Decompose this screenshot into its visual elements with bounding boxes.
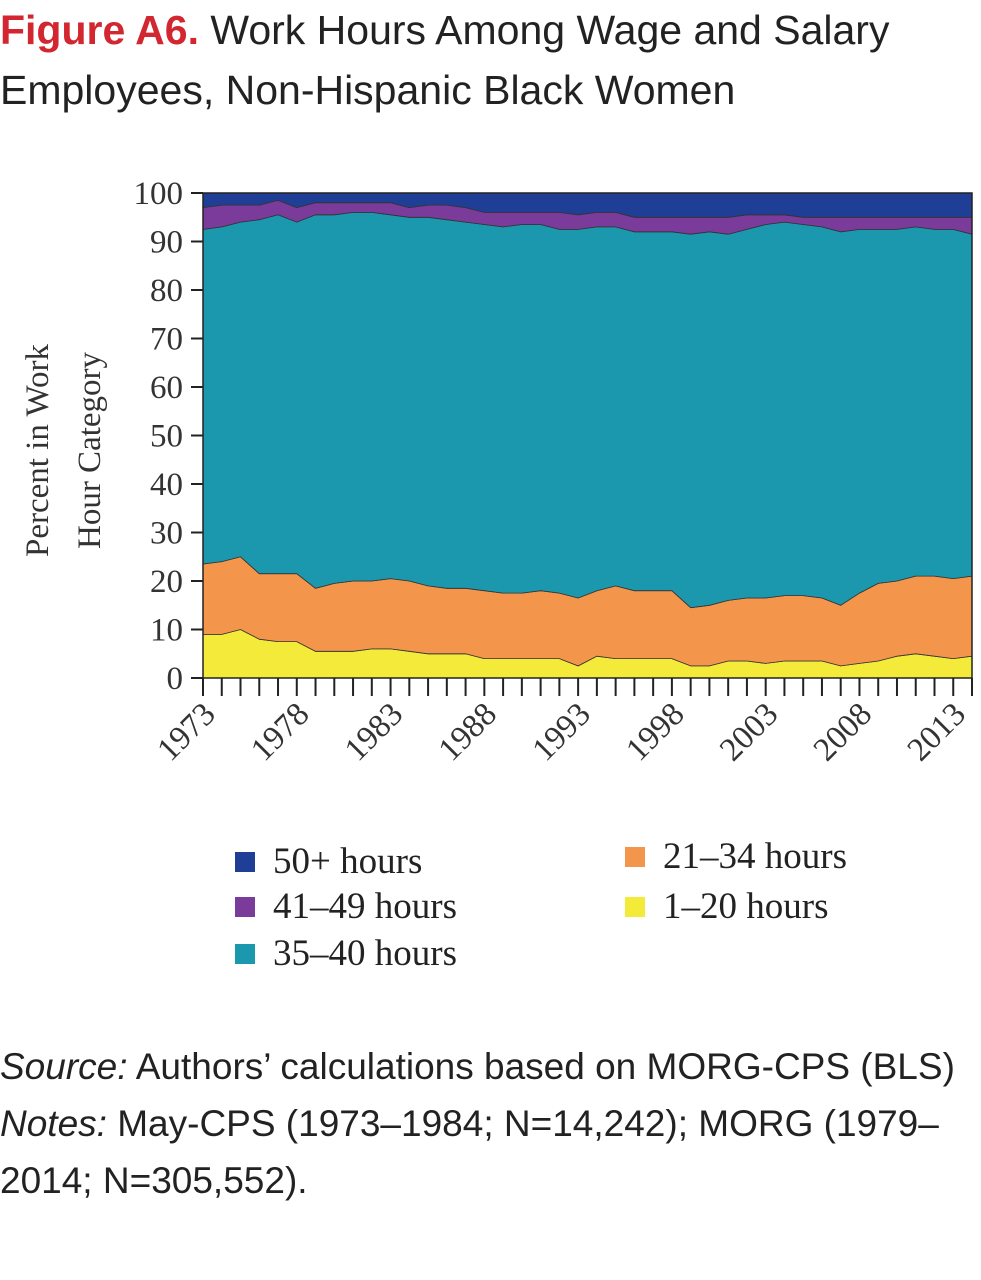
y-tick-label-0: 0 — [167, 661, 184, 697]
y-tick-label-1: 10 — [150, 613, 183, 649]
x-tick-label-4: 1993 — [526, 696, 598, 768]
x-tick-label-2: 1983 — [338, 696, 410, 768]
stacked-area-chart: 0 10 20 30 40 50 60 70 80 90 100 1973 1978 1983 1988 19… — [20, 176, 973, 768]
legend-swatch-1-20 — [625, 896, 645, 917]
y-tick-label-3: 30 — [150, 516, 183, 552]
y-tick-label-10: 100 — [134, 176, 184, 212]
notes-text: May-CPS (1973–1984; N=14,242); MORG (197… — [0, 1103, 939, 1201]
x-tick-label-1: 1978 — [244, 696, 316, 768]
figure-footer: Source: Authors’ calculations based on M… — [0, 1038, 981, 1209]
source-line: Source: Authors’ calculations based on M… — [0, 1038, 981, 1095]
y-tick-label-8: 80 — [150, 273, 183, 309]
legend-item-1-20: 1–20 hours — [625, 885, 828, 928]
source-text: Authors’ calculations based on MORG-CPS … — [127, 1046, 955, 1087]
y-tick-label-9: 90 — [150, 225, 183, 261]
x-tick-label-6: 2003 — [713, 696, 785, 768]
legend-label-1-20: 1–20 hours — [663, 886, 829, 927]
x-tick-label-0: 1973 — [151, 696, 223, 768]
y-axis-label-line-1: Percent in Work — [20, 343, 56, 557]
y-tick-label-5: 50 — [150, 419, 183, 455]
x-tick-label-5: 1998 — [619, 696, 691, 768]
chart-areas — [202, 192, 973, 679]
legend-swatch-35-40 — [235, 943, 255, 964]
x-tick-label-7: 2008 — [807, 696, 879, 768]
legend-label-41-49: 41–49 hours — [273, 886, 457, 927]
legend-swatch-50plus — [235, 851, 255, 872]
legend-item-21-34: 21–34 hours — [625, 835, 847, 878]
figure-label: Figure A6. — [0, 7, 199, 53]
x-tick-label-3: 1988 — [432, 696, 504, 768]
y-tick-label-7: 70 — [150, 322, 183, 358]
notes-line: Notes: May-CPS (1973–1984; N=14,242); MO… — [0, 1095, 981, 1209]
x-tick-label-8: 2013 — [901, 696, 973, 768]
y-tick-label-4: 40 — [150, 467, 183, 503]
y-axis-label-line-2: Hour Category — [72, 351, 108, 549]
area-series-2 — [202, 212, 973, 609]
legend-item-50plus: 50+ hours — [235, 840, 422, 883]
y-tick-label-2: 20 — [150, 564, 183, 600]
legend-item-35-40: 35–40 hours — [235, 932, 457, 975]
y-tick-label-6: 60 — [150, 370, 183, 406]
source-label: Source: — [0, 1046, 128, 1087]
legend-label-50plus: 50+ hours — [273, 841, 423, 882]
legend-swatch-21-34 — [625, 846, 645, 867]
figure-title: Figure A6. Work Hours Among Wage and Sal… — [0, 0, 981, 120]
legend-item-41-49: 41–49 hours — [235, 885, 457, 928]
legend-label-35-40: 35–40 hours — [273, 933, 457, 974]
notes-label: Notes: — [0, 1103, 107, 1144]
figure-title-text: Work Hours Among Wage and Salary Employe… — [0, 7, 890, 113]
legend-swatch-41-49 — [235, 896, 255, 917]
chart-legend: 50+ hours 41–49 hours 35–40 hours 21–34 … — [0, 835, 981, 985]
legend-label-21-34: 21–34 hours — [663, 836, 847, 877]
